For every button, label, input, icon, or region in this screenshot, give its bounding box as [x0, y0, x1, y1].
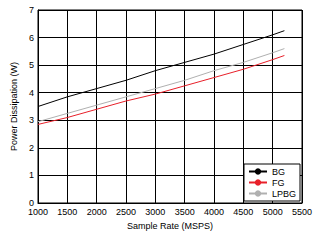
- svg-text:Power Dissipation (W): Power Dissipation (W): [9, 62, 19, 151]
- svg-text:Sample Rate (MSPS): Sample Rate (MSPS): [127, 221, 213, 231]
- svg-text:5000: 5000: [263, 207, 283, 217]
- svg-text:3: 3: [29, 115, 34, 125]
- svg-text:2: 2: [29, 143, 34, 153]
- svg-text:4500: 4500: [233, 207, 253, 217]
- svg-text:0: 0: [29, 198, 34, 208]
- svg-text:4: 4: [29, 88, 34, 98]
- svg-text:1000: 1000: [28, 207, 48, 217]
- svg-text:5: 5: [29, 60, 34, 70]
- svg-text:1: 1: [29, 170, 34, 180]
- svg-text:3500: 3500: [175, 207, 195, 217]
- svg-text:2500: 2500: [116, 207, 136, 217]
- svg-text:4000: 4000: [204, 207, 224, 217]
- svg-text:2000: 2000: [87, 207, 107, 217]
- svg-text:6: 6: [29, 33, 34, 43]
- svg-text:LPBG: LPBG: [272, 189, 296, 199]
- svg-text:7: 7: [29, 5, 34, 15]
- svg-text:FG: FG: [272, 178, 285, 188]
- svg-text:3000: 3000: [145, 207, 165, 217]
- svg-text:1500: 1500: [57, 207, 77, 217]
- svg-text:5500: 5500: [292, 207, 312, 217]
- svg-text:BG: BG: [272, 167, 285, 177]
